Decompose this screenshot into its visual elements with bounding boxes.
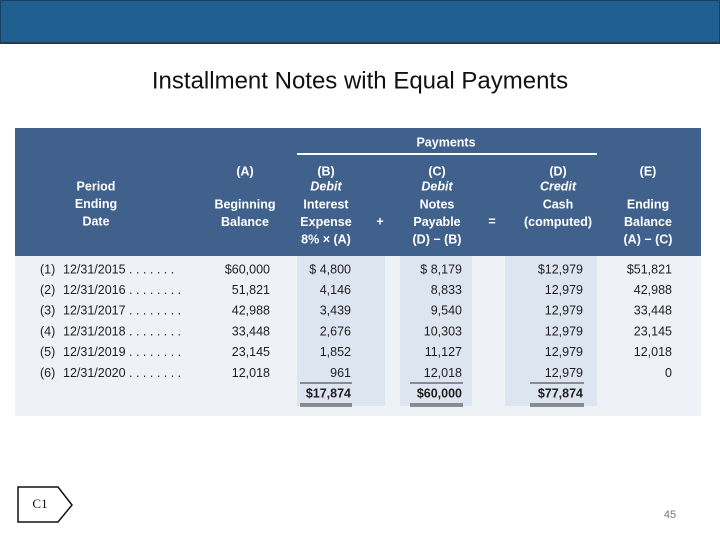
cell: 42,988 [232,304,270,318]
column-header-line: Ending [627,197,669,211]
column-header-line: Interest [303,197,349,211]
column-header-line: Expense [300,215,351,229]
column-kind: Debit [310,179,342,193]
column-kind: Credit [540,179,577,193]
column-header-line: Balance [221,215,269,229]
cell: 12,018 [424,366,462,380]
cell: (5) [40,345,55,359]
column-header-line: Beginning [214,197,275,211]
cell: 23,145 [634,324,672,338]
column-header-line: (computed) [524,215,592,229]
total-cell: $17,874 [306,386,351,400]
column-header-line: Date [82,214,109,228]
cell: (6) [40,366,55,380]
cell: 9,540 [431,304,462,318]
cell: (1) [40,262,55,276]
cell: 12,979 [545,366,583,380]
column-header-line: Period [77,179,116,193]
cell: 1,852 [320,345,351,359]
total-cell: $60,000 [417,386,462,400]
cell: 8,833 [431,283,462,297]
cell: (3) [40,304,55,318]
cell: 33,448 [232,324,270,338]
table: PeriodEndingDate(A)BeginningBalance(B)De… [40,164,672,400]
column-header-line: Payable [413,215,460,229]
column-letter: (E) [640,164,657,178]
cell: 2,676 [320,324,351,338]
cell: 42,988 [634,283,672,297]
badge-label: C1 [32,496,47,511]
cell: $ 4,800 [309,262,351,276]
column-header-line: Notes [420,197,455,211]
column-letter: (D) [549,164,566,178]
column-band [505,256,597,406]
cell: 12,979 [545,304,583,318]
column-band [297,256,385,406]
column-letter: (A) [236,164,253,178]
column-header-line: (A) − (C) [624,232,673,246]
page-number: 45 [664,509,676,521]
cell: 11,127 [425,345,462,359]
table-header-bg [15,128,701,256]
column-header-line: Cash [543,197,574,211]
group-label: Payments [416,135,475,149]
cell: 4,146 [320,283,351,297]
top-bar [0,0,720,44]
cell: 12,018 [232,366,270,380]
cell: 12/31/2018 . . . . . . . . [63,324,181,338]
column-kind: Debit [421,179,453,193]
cell: 10,303 [424,324,462,338]
cell: 3,439 [320,304,351,318]
column-header-line: Balance [624,215,672,229]
cell: (4) [40,324,55,338]
column-letter: (B) [317,164,334,178]
total-cell: $77,874 [538,386,583,400]
cell: $51,821 [627,262,672,276]
cell: 12,018 [634,345,672,359]
column-band [400,256,472,406]
cell: 0 [665,366,672,380]
cell: 12,979 [545,324,583,338]
column-letter: (C) [428,164,445,178]
column-header-line: Ending [75,197,117,211]
cell: 12/31/2015 . . . . . . . [63,262,174,276]
operator: = [488,214,495,228]
cell: 12/31/2016 . . . . . . . . [63,283,181,297]
cell: $60,000 [225,262,270,276]
cell: 33,448 [634,304,672,318]
total-rules [300,382,584,407]
column-header-line: 8% × (A) [301,232,351,246]
cell: 961 [330,366,351,380]
cell: $12,979 [538,262,583,276]
badge-arrow [17,486,73,523]
cell: 12/31/2020 . . . . . . . . [63,366,181,380]
column-header-line: (D) − (B) [413,232,462,246]
cell: 12,979 [545,345,583,359]
operator: + [376,214,383,228]
cell: 12/31/2019 . . . . . . . . [63,345,181,359]
cell: (2) [40,283,55,297]
cell: 12,979 [545,283,583,297]
cell: 51,821 [232,283,270,297]
slide-title: Installment Notes with Equal Payments [152,67,568,94]
cell: $ 8,179 [420,262,462,276]
cell: 23,145 [232,345,270,359]
cell: 12/31/2017 . . . . . . . . [63,304,181,318]
